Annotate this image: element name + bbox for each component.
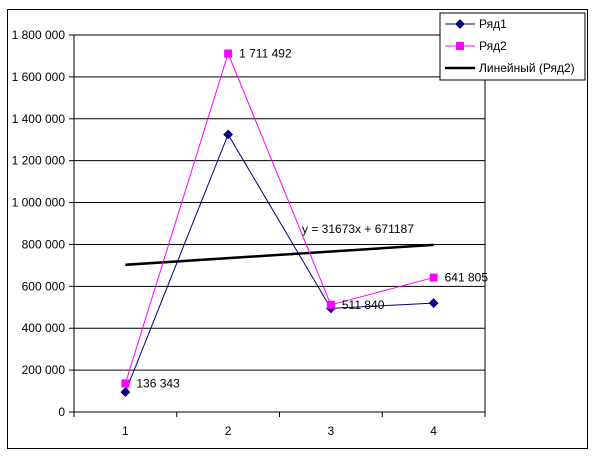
chart-frame (7, 9, 588, 449)
y-tick-label: 600 000 (22, 279, 66, 293)
axes: 0 200 000 400 000 600 000 800 000 1 000 000 1 … (12, 28, 486, 438)
x-tick-label: 3 (328, 424, 335, 438)
y-tick-label: 1 200 000 (12, 154, 66, 168)
series-1-point (120, 387, 131, 398)
x-tick-label: 1 (122, 424, 129, 438)
legend-swatch-marker (456, 42, 464, 50)
series-2-point (224, 49, 233, 58)
series-2-point (121, 379, 130, 388)
series-2-point (429, 273, 438, 282)
data-label: 136 343 (136, 376, 180, 390)
y-tick-label: 0 (58, 405, 65, 419)
data-labels: y = 31673x + 671187 136 343 1 711 492 511 8… (136, 47, 488, 391)
series-1-point (428, 298, 439, 308)
y-tick-label: 200 000 (22, 363, 66, 377)
series-1-point (223, 129, 234, 140)
legend-swatch-marker (455, 19, 465, 29)
data-label: 1 711 492 (239, 47, 292, 61)
y-tick-label: 1 600 000 (12, 70, 66, 84)
x-tick-label: 2 (225, 424, 232, 438)
y-tick-label: 1 800 000 (12, 28, 66, 42)
gridlines (74, 34, 485, 371)
legend: Ряд1 Ряд2 Линейный (Ряд2) (439, 12, 586, 81)
series-group (120, 49, 439, 398)
trendline-equation: y = 31673x + 671187 (302, 222, 414, 236)
y-tick-label: 400 000 (22, 321, 66, 335)
series-2-point (326, 300, 335, 309)
legend-label: Ряд1 (479, 17, 507, 31)
y-tick-label: 1 400 000 (12, 112, 66, 126)
x-tick-label: 4 (430, 424, 437, 438)
series-line-2 (124, 52, 434, 384)
series-line-1 (124, 133, 434, 393)
legend-label: Линейный (Ряд2) (479, 61, 575, 75)
trendline (125, 243, 434, 267)
legend-label: Ряд2 (479, 39, 507, 53)
y-tick-label: 1 000 000 (12, 196, 66, 210)
data-label: 511 840 (342, 298, 385, 312)
y-tick-label: 800 000 (22, 237, 66, 251)
data-label: 641 805 (445, 271, 489, 285)
